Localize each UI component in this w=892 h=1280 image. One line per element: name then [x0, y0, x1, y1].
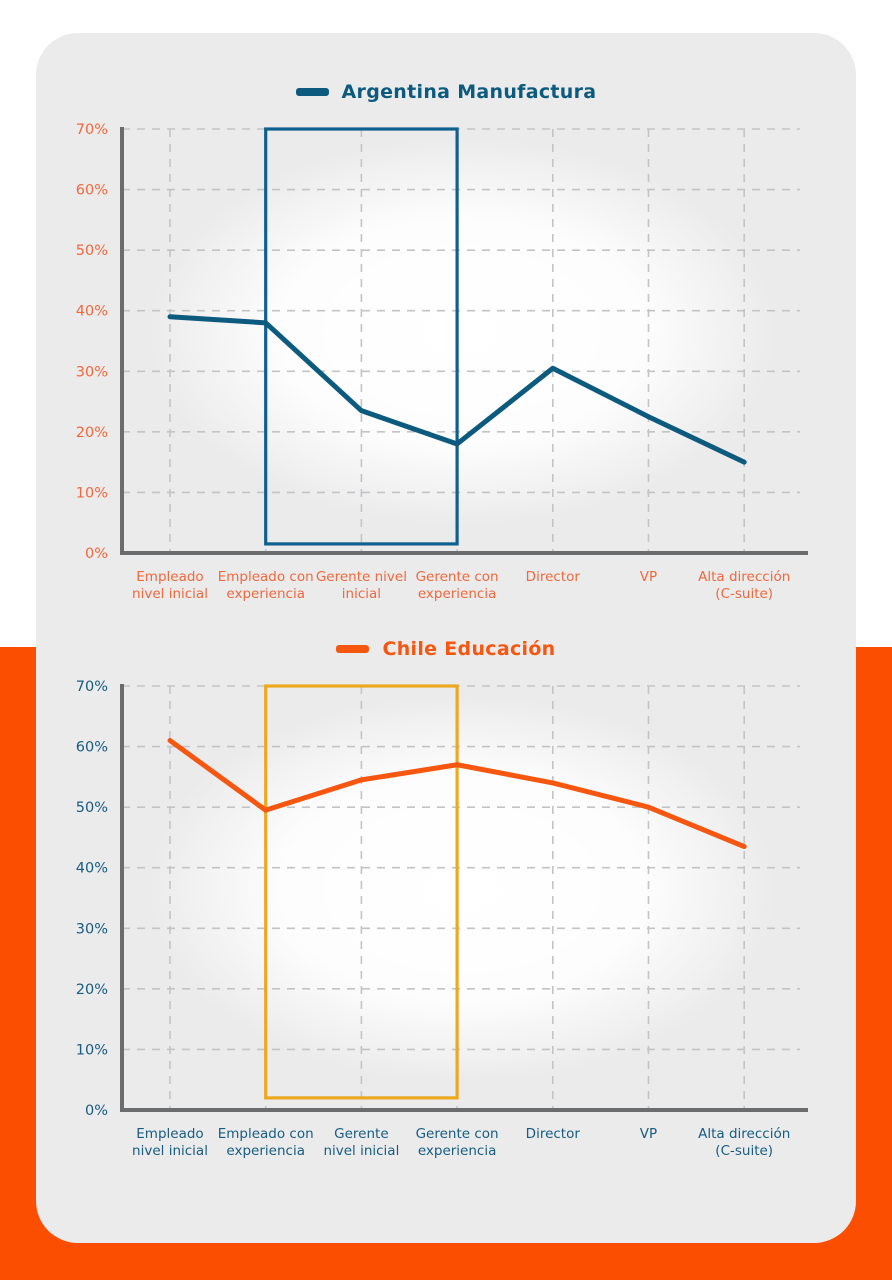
y-tick-label: 70% [76, 679, 108, 695]
y-tick-label: 40% [76, 861, 108, 877]
category-label: Alta dirección [698, 1126, 790, 1142]
section-spacer [36, 616, 856, 630]
category-label: Gerente con [416, 569, 499, 585]
argentina-chart-title: Argentina Manufactura [341, 81, 597, 103]
y-tick-label: 60% [76, 740, 108, 756]
argentina-chart-section: Argentina Manufactura 0% 10% 20% 30% 40% 50% 6… [36, 73, 856, 616]
category-label: Empleado [136, 569, 203, 585]
category-label: Empleado con [218, 569, 314, 585]
argentina-plot-area: 0% 10% 20% 30% 40% 50% 60% 70% Empleado nivel ini… [36, 111, 856, 616]
category-label: nivel inicial [323, 1143, 399, 1159]
category-label: experiencia [226, 1143, 305, 1159]
chile-legend: Chile Educación [36, 630, 856, 668]
category-label: (C-suite) [715, 1143, 773, 1159]
category-label: Empleado con [218, 1126, 314, 1142]
y-tick-label: 10% [76, 485, 108, 501]
category-label: Gerente nivel [316, 569, 407, 585]
argentina-legend-line-swatch [295, 88, 329, 96]
category-label: VP [640, 569, 657, 585]
category-label: Empleado [136, 1126, 203, 1142]
plot-glow [126, 125, 798, 555]
chile-legend-line-swatch [336, 645, 370, 653]
category-label: experiencia [418, 586, 497, 602]
report-card: Argentina Manufactura 0% 10% 20% 30% 40% 50% 6… [36, 33, 856, 1243]
category-label: inicial [342, 586, 381, 602]
y-tick-label: 30% [76, 921, 108, 937]
data-line [167, 314, 747, 465]
y-tick-label: 30% [76, 364, 108, 380]
chile-plot-area: 0% 10% 20% 30% 40% 50% 60% 70% Empleado nivel ini… [36, 668, 856, 1173]
argentina-legend: Argentina Manufactura [36, 73, 856, 111]
chile-chart-title: Chile Educación [382, 638, 556, 660]
y-tick-label: 40% [76, 304, 108, 320]
category-label: nivel inicial [132, 1143, 208, 1159]
y-tick-label: 20% [76, 982, 108, 998]
category-label: experiencia [418, 1143, 497, 1159]
category-label: nivel inicial [132, 586, 208, 602]
category-label: Director [526, 1126, 581, 1142]
y-tick-label: 0% [85, 1103, 108, 1119]
y-tick-label: 0% [85, 546, 108, 562]
y-tick-label: 60% [76, 183, 108, 199]
chile-chart-section: Chile Educación 0% 10% 20% 30% 40% 50% 60% 70% E… [36, 630, 856, 1173]
highlight-box [264, 127, 459, 546]
category-label: (C-suite) [715, 586, 773, 602]
data-line [167, 738, 747, 850]
category-label: experiencia [226, 586, 305, 602]
category-label: VP [640, 1126, 657, 1142]
y-tick-label: 50% [76, 800, 108, 816]
y-tick-label: 20% [76, 425, 108, 441]
plot-glow [126, 682, 798, 1112]
y-tick-label: 70% [76, 122, 108, 138]
category-label: Gerente con [416, 1126, 499, 1142]
highlight-box [264, 684, 459, 1100]
category-label: Gerente [334, 1126, 388, 1142]
category-label: Director [526, 569, 581, 585]
y-tick-label: 10% [76, 1042, 108, 1058]
y-tick-label: 50% [76, 243, 108, 259]
category-label: Alta dirección [698, 569, 790, 585]
